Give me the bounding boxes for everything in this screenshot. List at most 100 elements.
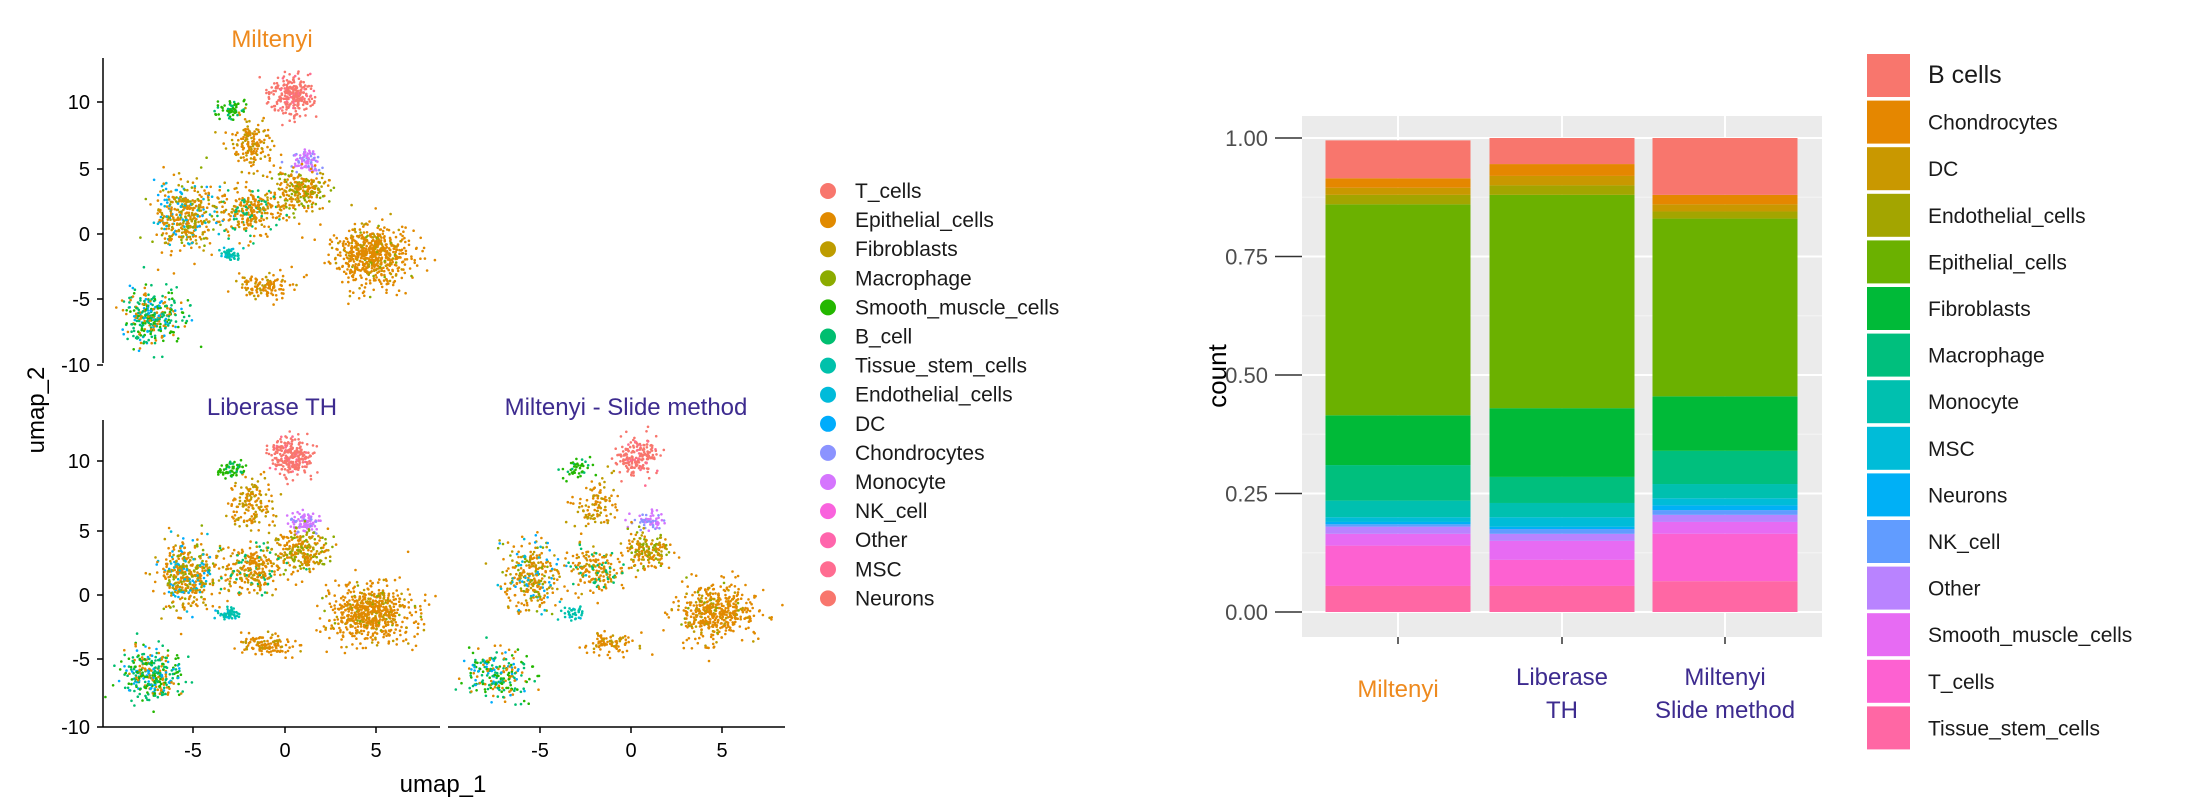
umap-point (140, 327, 144, 330)
umap-point (339, 596, 343, 600)
umap-point (261, 570, 265, 573)
umap-point (219, 587, 223, 591)
umap-point (160, 213, 164, 216)
umap-point (296, 95, 299, 99)
umap-point (255, 551, 258, 554)
umap-point (371, 634, 375, 637)
umap-point (325, 650, 329, 654)
umap-point (228, 471, 232, 474)
umap-point (284, 459, 288, 463)
umap-point (162, 324, 166, 328)
umap-point (308, 195, 312, 198)
umap-point (239, 515, 243, 519)
umap-point (183, 188, 186, 192)
umap-point (307, 157, 311, 160)
umap-point (231, 473, 235, 477)
umap-point (190, 246, 193, 250)
umap-point (254, 220, 257, 223)
umap-point (301, 508, 305, 512)
umap-point (213, 210, 216, 213)
umap-point (403, 258, 407, 261)
umap-point (164, 605, 168, 608)
umap-point (182, 574, 185, 577)
umap-point (371, 622, 375, 625)
umap-point (381, 630, 385, 633)
umap-point (204, 579, 208, 583)
umap-point (185, 238, 188, 241)
umap-point (177, 656, 180, 660)
umap-point (378, 265, 382, 269)
umap-point (130, 330, 133, 334)
umap-point (193, 206, 196, 210)
umap-point (195, 567, 199, 570)
umap-point (179, 597, 182, 601)
umap-point (383, 226, 386, 229)
umap-point (369, 602, 373, 605)
umap-point (245, 508, 248, 511)
umap-point (181, 542, 185, 545)
umap-point (330, 246, 334, 250)
umap-point (378, 233, 382, 236)
umap-point (274, 89, 278, 93)
umap-point (139, 299, 142, 302)
umap-point (347, 244, 350, 247)
umap-point (166, 324, 170, 327)
umap-point (385, 243, 388, 246)
umap-point (280, 468, 284, 471)
umap-point (117, 679, 121, 683)
umap-point (289, 470, 293, 474)
umap-point (226, 230, 230, 233)
umap-point (245, 561, 249, 564)
umap-point (297, 542, 301, 545)
umap-point (228, 582, 231, 586)
umap-point (249, 234, 252, 238)
umap-point (301, 204, 305, 208)
umap-point (359, 614, 362, 617)
umap-point (191, 601, 194, 605)
umap-point (300, 177, 304, 180)
umap-point (294, 460, 298, 464)
umap-point (207, 191, 210, 195)
umap-point (362, 617, 366, 620)
umap-point (255, 132, 259, 136)
umap-point (175, 223, 179, 227)
umap-point (218, 201, 221, 204)
umap-point (252, 160, 256, 164)
umap-point (300, 545, 303, 549)
umap-point (152, 671, 155, 674)
umap-point (184, 572, 187, 576)
umap-point (172, 574, 176, 577)
umap-point (223, 617, 226, 621)
umap-panel-liberase (104, 430, 437, 713)
umap-point (380, 285, 384, 289)
umap-point (275, 298, 279, 301)
umap-point (220, 576, 223, 580)
umap-point (270, 500, 274, 503)
umap-point (221, 473, 225, 476)
umap-point (362, 588, 366, 592)
umap-point (281, 172, 285, 175)
umap-point (273, 570, 276, 573)
umap-point (182, 562, 185, 566)
umap-point (202, 601, 205, 604)
umap-point (196, 574, 199, 577)
umap-point (361, 595, 365, 598)
umap-point (369, 579, 372, 583)
umap-point (369, 623, 373, 626)
umap-point (237, 272, 241, 275)
umap-point (167, 575, 170, 579)
umap-point (186, 180, 190, 183)
umap-point (249, 157, 253, 160)
umap-point (261, 174, 265, 177)
umap-point (171, 297, 174, 301)
umap-point (394, 621, 398, 624)
umap-point (126, 686, 130, 690)
umap-point (260, 147, 264, 150)
umap-point (365, 277, 368, 281)
umap-point (249, 583, 253, 586)
umap-point (184, 212, 187, 215)
umap-point (272, 104, 276, 108)
umap-point (239, 214, 243, 217)
umap-point (371, 581, 375, 585)
umap-point (144, 292, 147, 295)
